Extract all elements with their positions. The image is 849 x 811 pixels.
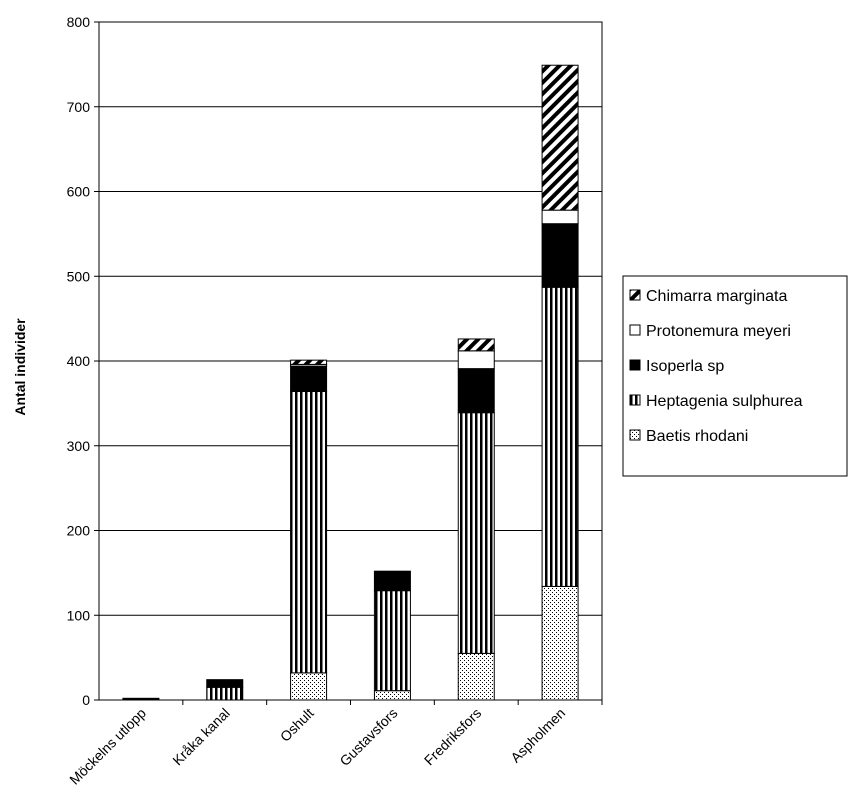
legend-label: Heptagenia sulphurea	[646, 393, 803, 410]
bars	[122, 64, 579, 701]
legend-label: Chimarra marginata	[646, 288, 787, 305]
bar-segment	[206, 679, 244, 688]
bar-segment	[457, 338, 495, 352]
y-tick-label: 0	[82, 692, 90, 708]
legend-swatch	[629, 324, 641, 336]
bar-segment	[457, 350, 495, 370]
bar-segment	[373, 590, 411, 692]
x-tick-label: Oshult	[277, 705, 317, 745]
bar-segment	[541, 209, 579, 225]
y-tick-label: 500	[67, 268, 91, 284]
grid-lines	[99, 106, 602, 616]
y-tick-label: 100	[67, 607, 91, 623]
y-tick-label: 600	[67, 184, 91, 200]
legend-swatch	[629, 394, 641, 406]
y-axis-title: Antal individer	[12, 318, 28, 416]
y-tick-label: 700	[67, 99, 91, 115]
legend-box	[622, 275, 848, 477]
y-axis: 0 100 200 300 400 500 600 700 800	[67, 14, 99, 708]
bar-segment	[541, 286, 579, 587]
bar-segment	[373, 570, 411, 592]
x-tick-label: Möckelns utlopp	[66, 705, 149, 788]
bar-segment	[457, 368, 495, 414]
x-axis: Möckelns utlopp Kråka kanal Oshult Gustavsf…	[66, 699, 603, 788]
x-tick-label: Kråka kanal	[169, 705, 233, 769]
legend-swatch	[629, 429, 641, 441]
y-tick-label: 200	[67, 523, 91, 539]
y-tick-label: 800	[67, 14, 91, 30]
bar-segment	[290, 672, 328, 701]
bar-segment	[541, 585, 579, 701]
bar-segment	[457, 652, 495, 701]
y-tick-label: 300	[67, 438, 91, 454]
legend-label: Isoperla sp	[646, 358, 724, 375]
legend: Chimarra marginata Protonemura meyeri Isop…	[622, 275, 848, 477]
legend-swatch	[629, 289, 641, 301]
bar-segment	[373, 690, 411, 701]
x-tick-label: Fredriksfors	[421, 705, 485, 769]
legend-swatch	[629, 359, 641, 371]
bar-segment	[290, 359, 328, 365]
bar-segment	[290, 391, 328, 674]
x-tick-label: Aspholmen	[507, 705, 568, 766]
bar-segment	[206, 686, 244, 701]
plot-area	[98, 21, 603, 701]
bar-segment	[457, 412, 495, 654]
bar-segment	[541, 223, 579, 288]
y-tick-label: 400	[67, 353, 91, 369]
bar-segment	[290, 365, 328, 393]
legend-label: Protonemura meyeri	[646, 323, 791, 340]
x-tick-label: Gustavsfors	[336, 705, 400, 769]
bar-segment	[541, 64, 579, 211]
legend-label: Baetis rhodani	[646, 428, 748, 445]
